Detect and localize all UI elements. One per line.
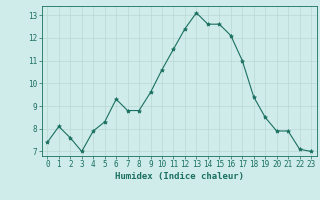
X-axis label: Humidex (Indice chaleur): Humidex (Indice chaleur) xyxy=(115,172,244,181)
